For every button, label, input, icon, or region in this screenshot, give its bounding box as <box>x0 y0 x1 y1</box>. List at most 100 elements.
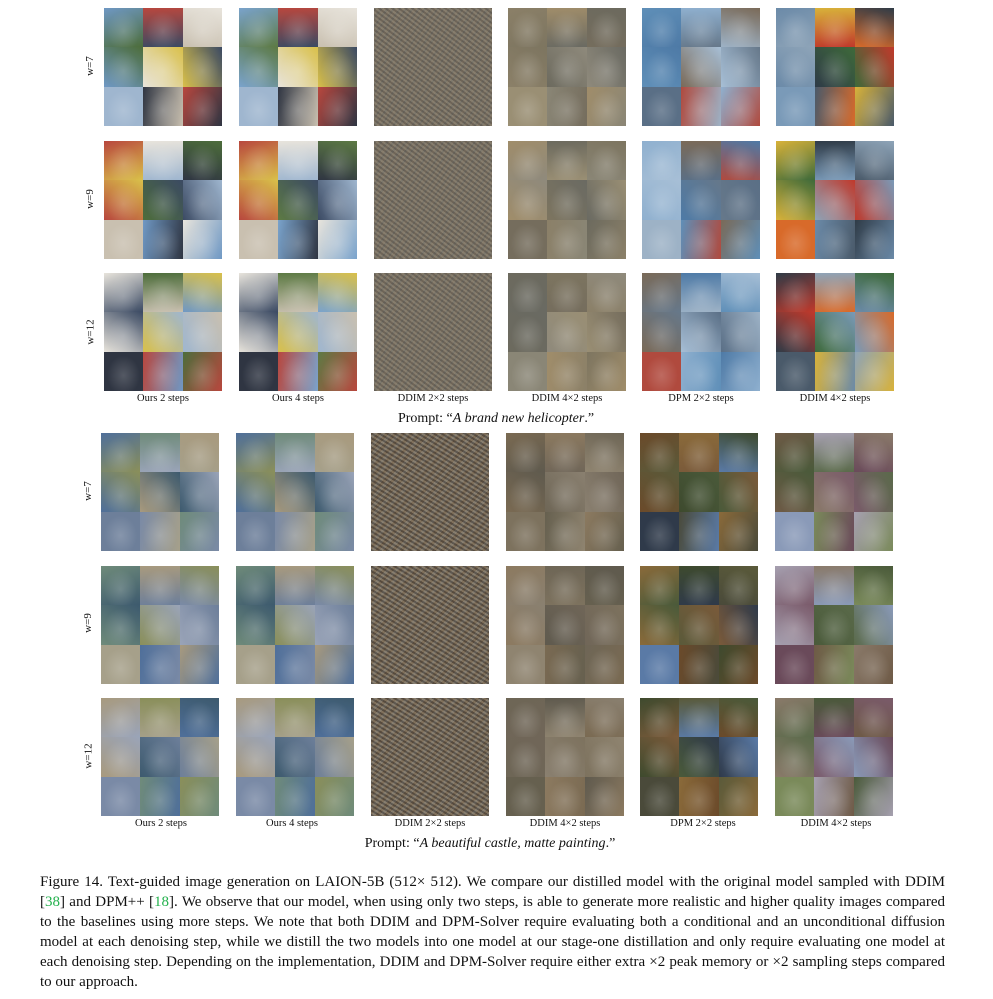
castle-tile <box>275 472 315 512</box>
castle-tile <box>718 566 758 606</box>
helicopter-tile <box>182 86 222 126</box>
row-label: w=7 <box>81 481 94 501</box>
castle-tile <box>506 737 546 777</box>
helicopter-tile <box>586 219 626 259</box>
helicopter-sample-image <box>508 8 626 126</box>
castle-figure-panel: w=7 w=9 w=12 Ours 2 steps Ours 4 steps D… <box>81 433 893 852</box>
castle-tile <box>236 433 276 473</box>
column-label: Ours 4 steps <box>266 818 318 829</box>
helicopter-tile <box>317 86 357 126</box>
castle-tile <box>853 644 893 684</box>
castle-tile <box>101 472 141 512</box>
castle-tile <box>140 737 180 777</box>
castle-tile <box>101 433 141 473</box>
castle-tile <box>140 433 180 473</box>
helicopter-sample-image <box>239 8 357 126</box>
castle-tile <box>679 433 719 473</box>
castle-tile <box>584 644 624 684</box>
helicopter-sample-image <box>374 8 492 126</box>
castle-tile <box>506 698 546 738</box>
castle-tile <box>140 698 180 738</box>
helicopter-tile <box>854 312 894 352</box>
helicopter-tile <box>681 141 721 181</box>
helicopter-tile <box>681 180 721 220</box>
castle-tile <box>814 776 854 816</box>
helicopter-sample-image <box>642 8 760 126</box>
castle-tile <box>140 472 180 512</box>
helicopter-tile <box>317 47 357 87</box>
castle-tile <box>314 433 354 473</box>
helicopter-tile <box>508 351 548 391</box>
castle-tile <box>584 566 624 606</box>
helicopter-tile <box>586 180 626 220</box>
castle-tile <box>275 605 315 645</box>
castle-tile <box>179 433 219 473</box>
helicopter-tile <box>815 86 855 126</box>
helicopter-tile <box>317 351 357 391</box>
helicopter-tile <box>776 312 816 352</box>
helicopter-tile <box>547 86 587 126</box>
helicopter-tile <box>815 47 855 87</box>
helicopter-tile <box>239 47 279 87</box>
helicopter-tile <box>182 8 222 48</box>
citation-link[interactable]: 18 <box>154 894 170 910</box>
castle-tile <box>506 433 546 473</box>
castle-tile <box>679 698 719 738</box>
column-label: DPM 2×2 steps <box>670 818 736 829</box>
helicopter-tile <box>239 8 279 48</box>
helicopter-tile <box>182 47 222 87</box>
prompt-caption: Prompt: “A beautiful castle, matte paint… <box>190 836 790 852</box>
citation-link[interactable]: 38 <box>45 894 60 910</box>
helicopter-tile <box>720 351 760 391</box>
castle-tile <box>140 511 180 551</box>
helicopter-tile <box>815 351 855 391</box>
helicopter-tile <box>681 47 721 87</box>
helicopter-tile <box>239 141 279 181</box>
castle-sample-image <box>506 433 624 551</box>
castle-tile <box>775 566 815 606</box>
helicopter-tile <box>720 273 760 313</box>
helicopter-tile <box>143 219 183 259</box>
helicopter-sample-image <box>239 273 357 391</box>
castle-tile <box>814 644 854 684</box>
caption-text: ] and DPM++ [ <box>60 894 155 910</box>
helicopter-tile <box>815 141 855 181</box>
helicopter-tile <box>278 180 318 220</box>
castle-tile <box>584 472 624 512</box>
helicopter-tile <box>720 219 760 259</box>
castle-sample-image <box>236 698 354 816</box>
castle-tile <box>679 566 719 606</box>
castle-tile <box>101 698 141 738</box>
castle-tile <box>814 472 854 512</box>
castle-tile <box>314 644 354 684</box>
helicopter-tile <box>104 273 144 313</box>
castle-sample-image <box>775 433 893 551</box>
helicopter-sample-image <box>776 141 894 259</box>
castle-tile <box>718 605 758 645</box>
helicopter-tile <box>720 141 760 181</box>
castle-tile <box>101 511 141 551</box>
castle-tile <box>718 472 758 512</box>
helicopter-tile <box>681 86 721 126</box>
helicopter-tile <box>776 8 816 48</box>
castle-tile <box>775 472 815 512</box>
helicopter-tile <box>239 273 279 313</box>
castle-tile <box>640 605 680 645</box>
castle-sample-image <box>101 698 219 816</box>
castle-tile <box>545 566 585 606</box>
column-label: DDIM 2×2 steps <box>397 393 469 404</box>
helicopter-tile <box>547 273 587 313</box>
castle-tile <box>506 644 546 684</box>
helicopter-tile <box>143 47 183 87</box>
helicopter-tile <box>854 8 894 48</box>
castle-tile <box>584 433 624 473</box>
castle-tile <box>679 472 719 512</box>
castle-tile <box>775 776 815 816</box>
helicopter-tile <box>547 312 587 352</box>
castle-tile <box>775 737 815 777</box>
castle-tile <box>275 433 315 473</box>
column-label: DPM 2×2 steps <box>668 393 734 404</box>
column-label: DDIM 4×2 steps <box>800 818 872 829</box>
column-label: Ours 2 steps <box>135 818 187 829</box>
castle-tile <box>179 776 219 816</box>
